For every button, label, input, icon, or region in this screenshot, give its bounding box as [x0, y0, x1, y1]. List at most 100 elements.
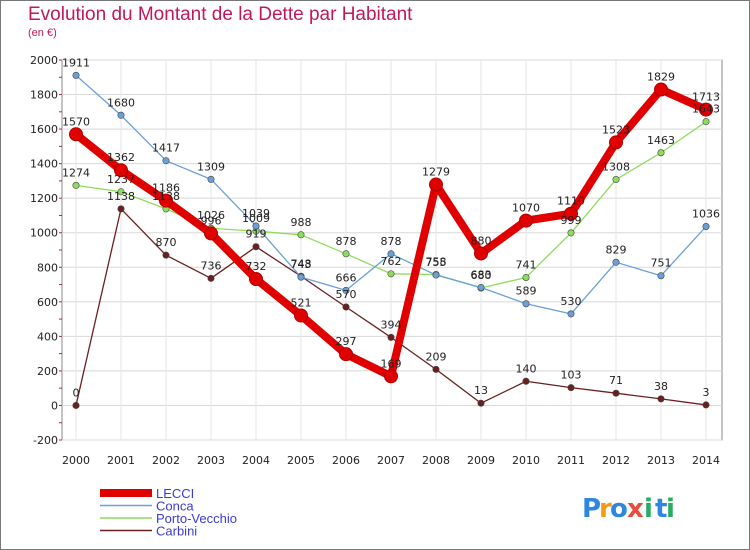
data-label-lecci: 1570 — [62, 115, 90, 128]
data-label-carbini: 38 — [654, 380, 668, 393]
x-tick-label: 2004 — [242, 454, 270, 467]
data-label-carbini: 0 — [73, 386, 80, 399]
data-label-carbini: 570 — [336, 288, 357, 301]
data-point-conca — [702, 223, 710, 231]
data-point-porto-vecchio — [342, 250, 350, 258]
x-tick-label: 2005 — [287, 454, 315, 467]
data-point-carbini — [72, 401, 80, 409]
data-label-porto-vecchio: 741 — [516, 258, 537, 271]
data-point-carbini — [432, 365, 440, 373]
y-tick-label: 600 — [37, 296, 58, 309]
data-label-porto-vecchio: 1026 — [197, 209, 225, 222]
data-point-lecci — [564, 206, 578, 221]
x-tick-label: 2012 — [602, 454, 630, 467]
data-label-porto-vecchio: 999 — [561, 214, 582, 227]
data-label-conca: 829 — [606, 243, 627, 256]
data-label-porto-vecchio: 878 — [336, 235, 357, 248]
data-point-carbini — [342, 303, 350, 311]
data-label-porto-vecchio: 1138 — [152, 190, 180, 203]
data-point-carbini — [477, 399, 485, 407]
data-point-porto-vecchio — [522, 273, 530, 281]
data-label-carbini: 736 — [201, 259, 222, 272]
y-tick-label: 800 — [37, 261, 58, 274]
data-point-lecci — [384, 369, 398, 384]
data-point-conca — [567, 310, 575, 318]
data-label-conca: 743 — [291, 258, 312, 271]
data-label-conca: 878 — [381, 235, 402, 248]
x-tick-label: 2001 — [107, 454, 135, 467]
x-tick-label: 2013 — [647, 454, 675, 467]
data-label-porto-vecchio: 988 — [291, 216, 312, 229]
data-point-porto-vecchio — [612, 176, 620, 184]
data-label-carbini: 13 — [474, 384, 488, 397]
data-label-lecci: 1186 — [152, 182, 180, 195]
data-point-porto-vecchio — [297, 231, 305, 239]
y-tick-label: 1000 — [30, 227, 58, 240]
y-tick-label: 1600 — [30, 123, 58, 136]
data-point-carbini — [252, 243, 260, 251]
data-label-carbini: 71 — [609, 374, 623, 387]
data-label-carbini: 919 — [246, 228, 267, 241]
data-label-conca: 530 — [561, 295, 582, 308]
data-label-porto-vecchio: 762 — [381, 255, 402, 268]
data-point-conca — [117, 111, 125, 119]
data-point-carbini — [567, 384, 575, 392]
y-tick-label: 200 — [37, 365, 58, 378]
x-tick-label: 2000 — [62, 454, 90, 467]
data-point-conca — [342, 286, 350, 294]
x-tick-label: 2009 — [467, 454, 495, 467]
data-point-conca — [612, 258, 620, 266]
data-label-porto-vecchio: 1237 — [107, 173, 135, 186]
data-point-lecci — [609, 135, 623, 150]
data-label-conca: 751 — [651, 257, 672, 270]
y-tick-label: 1800 — [30, 89, 58, 102]
data-point-conca — [297, 273, 305, 281]
data-point-conca — [72, 71, 80, 79]
data-label-conca: 1309 — [197, 160, 225, 173]
brand-logo-letter: i — [644, 494, 653, 524]
brand-logo-letter: o — [610, 494, 628, 524]
data-label-porto-vecchio: 1643 — [692, 103, 720, 116]
legend-entry-carbini: Carbini — [156, 524, 197, 539]
x-tick-label: 2010 — [512, 454, 540, 467]
data-point-porto-vecchio — [657, 149, 665, 157]
data-label-lecci: 1362 — [107, 151, 135, 164]
brand-logo-letter: x — [627, 494, 644, 524]
data-point-carbini — [207, 274, 215, 282]
legend-entry-conca: Conca — [156, 499, 194, 514]
data-point-lecci — [249, 272, 263, 287]
y-tick-label: 400 — [37, 330, 58, 343]
y-tick-label: 0 — [51, 399, 58, 412]
data-point-porto-vecchio — [567, 229, 575, 237]
data-point-carbini — [387, 333, 395, 341]
chart-title: Evolution du Montant de la Dette par Hab… — [28, 4, 413, 25]
data-point-carbini — [702, 401, 710, 409]
data-point-porto-vecchio — [72, 181, 80, 189]
data-point-conca — [522, 300, 530, 308]
data-point-carbini — [522, 377, 530, 385]
data-point-lecci — [699, 102, 713, 117]
data-point-carbini — [657, 395, 665, 403]
data-label-conca: 1039 — [242, 207, 270, 220]
data-point-porto-vecchio — [117, 188, 125, 196]
data-label-carbini: 3 — [703, 386, 710, 399]
data-label-conca: 1680 — [107, 96, 135, 109]
data-point-lecci — [114, 163, 128, 178]
data-label-carbini: 103 — [561, 369, 582, 382]
data-point-conca — [252, 222, 260, 230]
data-point-carbini — [117, 205, 125, 213]
data-point-conca — [162, 157, 170, 165]
data-label-lecci: 1523 — [602, 123, 630, 136]
data-label-conca: 1911 — [62, 56, 90, 69]
x-tick-label: 2007 — [377, 454, 405, 467]
data-label-conca: 683 — [471, 268, 492, 281]
data-label-carbini: 1138 — [107, 190, 135, 203]
data-label-lecci: 1279 — [422, 166, 450, 179]
data-label-porto-vecchio: 1274 — [62, 166, 90, 179]
data-label-lecci: 1070 — [512, 202, 540, 215]
data-point-lecci — [294, 308, 308, 323]
data-point-lecci — [429, 177, 443, 192]
data-label-conca: 589 — [516, 285, 537, 298]
data-label-lecci: 1713 — [692, 91, 720, 104]
